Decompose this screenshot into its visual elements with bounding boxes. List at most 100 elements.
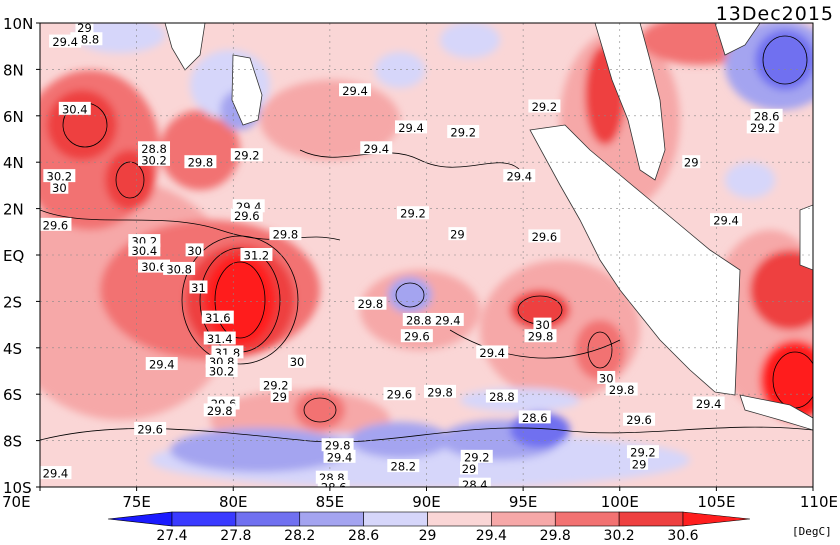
lat-tick-label: 10S [3, 479, 32, 497]
contour-label: 30.2 [47, 170, 73, 184]
contour-label: 30.4 [132, 244, 158, 258]
longitude-axis: 70E 75E 80E 85E 90E 95E 100E 105E 110E [2, 487, 838, 511]
contour-label-box [533, 317, 552, 331]
lat-tick-label: 6S [3, 386, 22, 404]
contour-label: 29.6 [137, 423, 163, 437]
contour-label: 29.8 [358, 297, 384, 311]
contour-label-box [288, 354, 307, 368]
contour-label: 30 [599, 371, 614, 385]
contour-label-box [40, 217, 72, 231]
contour-label: 29.6 [626, 413, 652, 427]
colorbar-level-label: 27.4 [156, 528, 187, 544]
contour-label: 29 [272, 390, 287, 404]
contour-label: 28.6 [754, 109, 780, 123]
contour-label-box [138, 141, 171, 155]
sri-lanka-landmass [231, 54, 263, 126]
contour-label-box [75, 23, 94, 34]
contour-label-box [626, 445, 659, 459]
lat-tick-label: 10N [3, 15, 33, 33]
contour-label-box [50, 180, 69, 194]
contour-label: 29.2 [234, 149, 260, 163]
contour-label-box [360, 141, 393, 155]
map-date-title: 13Dec2015 [716, 3, 834, 25]
contour-label: 29.8 [188, 156, 214, 170]
colorbar-segment [618, 511, 684, 527]
lat-tick-label: 2N [3, 201, 24, 219]
contour-label: 29.2 [400, 207, 426, 221]
contour-label-box [431, 312, 464, 326]
contour-label-box [623, 412, 656, 426]
lat-tick-label: 8S [3, 433, 22, 451]
contour-label: 29.8 [528, 330, 554, 344]
contour-label-box [189, 280, 208, 294]
contour-label: 30.2 [141, 153, 167, 167]
contour-label: 28.6 [321, 481, 347, 495]
contour-label: 29.4 [363, 142, 389, 156]
contour-label-box [528, 229, 561, 243]
contour-label-box [269, 227, 302, 241]
contour-label: 29 [462, 462, 477, 476]
contour-label: 29.6 [234, 209, 260, 223]
contour-label-box [138, 152, 171, 166]
india-landmass [164, 23, 206, 71]
lon-tick-label: 70E [2, 493, 31, 511]
sumatra-landmass [529, 124, 741, 396]
contour-label: 29.2 [532, 100, 558, 114]
contour-label-box [230, 208, 263, 222]
contour-label-box [710, 213, 743, 227]
contour-label-box [692, 396, 725, 410]
contour-label: 29.4 [149, 358, 175, 372]
colorbar-level-label: 29.8 [540, 528, 571, 544]
contour-label: 29.4 [713, 214, 739, 228]
contour-label-box [460, 449, 493, 463]
contour-label: 29 [450, 228, 465, 242]
contour-label-box [503, 169, 536, 183]
contour-label-box [750, 108, 783, 122]
contour-label-box [387, 459, 420, 473]
lat-tick-label: 4S [3, 340, 22, 358]
contour-label: 30 [52, 181, 67, 195]
lon-tick-label: 90E [412, 493, 441, 511]
colorbar-arrow-low [107, 511, 173, 527]
contour-label: 29.8 [427, 385, 453, 399]
contour-label: 28.4 [462, 478, 488, 492]
contour-label-box [447, 125, 480, 139]
contour-label: 29.2 [263, 378, 289, 392]
contour-label-box [630, 456, 649, 470]
contour-label: 29.2 [630, 446, 656, 460]
lon-tick-label: 85E [316, 493, 345, 511]
contour-label-box [518, 410, 551, 424]
contour-label-box [230, 148, 263, 162]
contour-label-box [338, 83, 371, 97]
contour-label: 29.4 [435, 313, 461, 327]
contour-label: 29.4 [479, 346, 505, 360]
contour-label-box [524, 329, 557, 343]
malay-peninsula-landmass [594, 23, 666, 181]
contour-label: 30.2 [209, 365, 235, 379]
colorbar-segment [299, 511, 364, 527]
contour-label: 29.4 [43, 467, 69, 481]
contour-label: 29.8 [273, 228, 299, 242]
contour-label: 29.8 [609, 383, 635, 397]
lon-tick-label: 75E [122, 493, 151, 511]
lat-tick-label: EQ [3, 247, 24, 265]
lon-tick-label: 95E [509, 493, 538, 511]
lon-tick-label: 105E [697, 493, 735, 511]
lon-tick-label: 110E [800, 493, 838, 511]
lat-tick-label: 4N [3, 154, 24, 172]
contour-label: 30.8 [166, 262, 192, 276]
colorbar-arrow-high [682, 511, 751, 527]
contour-label-box [49, 34, 82, 48]
lat-tick-label: 8N [3, 61, 24, 79]
colorbar-level-label: 29 [419, 528, 437, 544]
contour-label-box [185, 243, 204, 257]
contour-label-box [746, 120, 779, 134]
contour-label: 28.8 [406, 313, 432, 327]
contour-label: 29.2 [464, 450, 490, 464]
contour-label: 29.6 [532, 230, 558, 244]
contour-label-box [201, 310, 234, 324]
contour-label-box [458, 477, 491, 487]
contour-label: 29.4 [327, 450, 353, 464]
contour-label: 29.2 [750, 121, 776, 135]
